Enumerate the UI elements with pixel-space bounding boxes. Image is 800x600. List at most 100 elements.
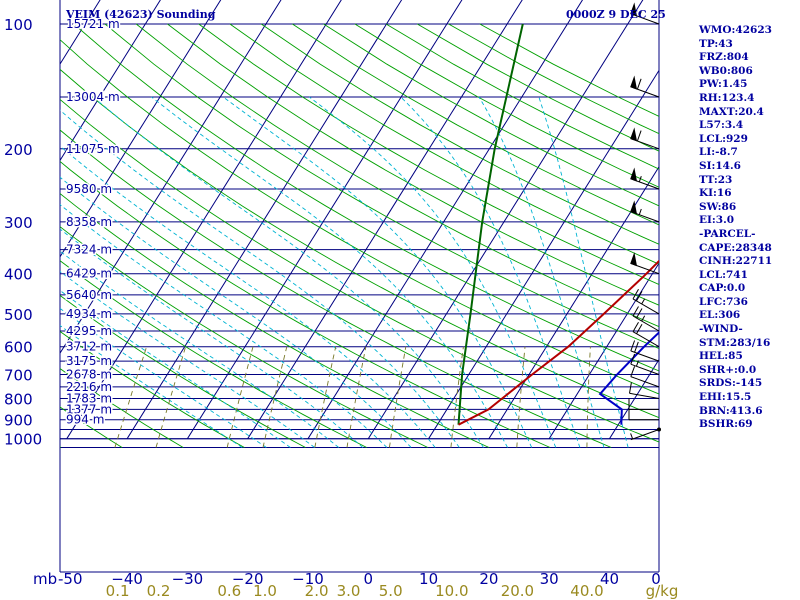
isotherm-line (60, 0, 222, 258)
wind-barb-staff (632, 298, 660, 315)
moist-adiabat-line (60, 204, 388, 448)
temperature-tick-label: −10 (292, 570, 324, 588)
mixing-ratio-tick-label: 0.1 (106, 582, 130, 600)
mixing-ratio-tick-label: 1.0 (253, 582, 277, 600)
pressure-tick-label: 300 (4, 214, 33, 232)
dry-adiabat-line (104, 23, 659, 349)
wind-barb (630, 167, 660, 190)
mixing-ratio-line (314, 346, 337, 448)
isotherm-line (126, 0, 403, 439)
index-item: EL:306 (699, 309, 741, 322)
temperature-tick-label: 0 (364, 570, 374, 588)
height-label: 3175 m (66, 354, 112, 368)
wind-barb-full (636, 323, 643, 334)
temperature-tick-label: 40 (600, 570, 619, 588)
wind-barb (632, 289, 660, 315)
parcel-path-line (457, 23, 524, 425)
mixing-ratio-tick-label: 40.0 (570, 582, 603, 600)
wind-barb-full (636, 78, 642, 90)
moist-adiabat-line (222, 96, 533, 448)
pressure-tick-label: 700 (4, 367, 33, 385)
temperature-tick-label: 20 (479, 570, 498, 588)
wind-barb-flag (630, 200, 638, 215)
wind-barb-full (632, 321, 639, 332)
height-label: 4934 m (66, 307, 112, 321)
wind-barb-half (638, 176, 642, 182)
index-item: -WIND- (699, 323, 743, 336)
isotherm-line (488, 165, 659, 439)
pressure-tick-label: 400 (4, 266, 33, 284)
mixing-ratio-tick-label: 0.2 (147, 582, 171, 600)
mixing-ratio-lines (114, 346, 591, 448)
height-labels: 15721 m 13004 m 11075 m 9580 m 8358 m 7324 m 6… (65, 16, 122, 429)
mixing-ratio-line (262, 346, 288, 448)
wind-barb (630, 75, 660, 98)
moist-adiabat-line (60, 250, 339, 448)
pressure-units-label: mb (33, 570, 57, 588)
wind-barb (628, 408, 659, 421)
dry-adiabat-line (260, 23, 659, 245)
wind-barb-flag (630, 2, 638, 17)
wind-barb-flag (630, 252, 638, 267)
moist-adiabat-line (400, 96, 581, 448)
height-label: 9580 m (66, 182, 112, 196)
mixing-ratio-tick-label: 5.0 (379, 582, 403, 600)
wind-barb-full (630, 340, 636, 352)
mixing-ratio-line (114, 346, 148, 448)
height-label: 13004 m (66, 90, 120, 104)
moist-adiabat-line (60, 307, 267, 448)
index-item: RH:123.4 (699, 91, 755, 104)
mixing-ratio-tick-label: 2.0 (305, 582, 329, 600)
dry-adiabat-line (135, 23, 659, 328)
wind-barb (630, 127, 660, 150)
wind-barb-flag (630, 127, 638, 142)
mixing-ratio-tick-label: 3.0 (337, 582, 361, 600)
wind-barb-half (638, 208, 642, 215)
isotherm-line (186, 0, 463, 439)
index-item: MAXT:20.4 (699, 105, 764, 118)
isotherm-line (60, 0, 101, 65)
wind-barb-half (638, 11, 642, 17)
station-title: VEIM (42623) Sounding (66, 8, 216, 21)
isotherm-line (428, 69, 659, 439)
index-item: BRN:413.6 (699, 404, 763, 417)
wind-barb (630, 252, 660, 275)
wind-barb-full (636, 291, 643, 302)
moist-adiabat-line (60, 176, 412, 448)
height-label: 3712 m (66, 340, 112, 354)
height-label: 8358 m (66, 215, 112, 229)
mixing-ratio-line (346, 346, 367, 448)
wind-barb-full (636, 308, 643, 319)
index-item: LI:-8.7 (699, 146, 738, 159)
axis-frame (59, 0, 660, 573)
mixing-units-label: g/kg (646, 582, 679, 600)
isotherm-line (60, 0, 282, 355)
wind-barb-staff (629, 392, 660, 399)
wind-barb-flag (630, 75, 638, 90)
temperature-corner-label: 0 (651, 570, 661, 588)
wind-barb-half (635, 360, 639, 367)
wind-barb (630, 429, 660, 441)
height-label: 2678 m (66, 368, 112, 382)
dry-adiabat-line (292, 23, 659, 226)
wind-barb (628, 398, 659, 410)
wind-barb (630, 200, 660, 223)
observation-time: 0000Z 9 DEC 25 (566, 8, 666, 21)
mixing-ratio-line (516, 346, 526, 448)
wind-barb (632, 321, 660, 348)
wind-barb (632, 306, 660, 332)
index-item: PW:1.45 (699, 78, 748, 91)
wind-barb (630, 340, 660, 362)
wind-barb-staff (632, 331, 660, 348)
wind-barb-full (632, 306, 639, 317)
index-item: KI:16 (699, 187, 732, 200)
height-label: 11075 m (66, 142, 120, 156)
temperature-tick-label: −20 (232, 570, 264, 588)
index-item: FRZ:804 (699, 51, 749, 64)
mixing-ratio-line (450, 346, 464, 448)
dry-adiabat-line (229, 23, 659, 265)
moist-adiabat-line (60, 289, 291, 448)
moist-adiabat-line (92, 96, 484, 448)
index-item: SW:86 (699, 200, 737, 213)
